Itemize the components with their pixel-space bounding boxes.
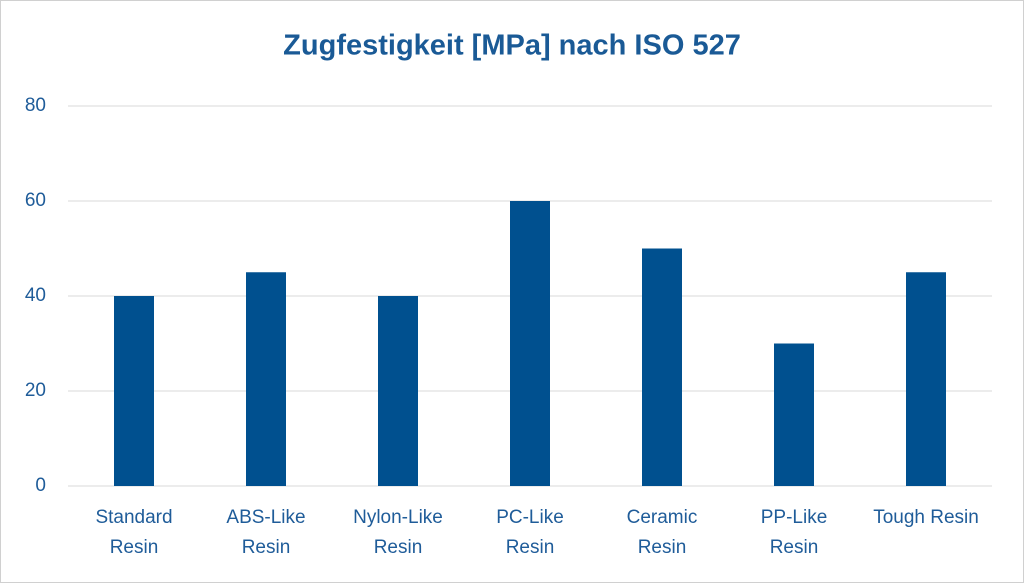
bar: [510, 201, 550, 486]
x-tick-label: Nylon-Like Resin: [353, 507, 443, 558]
x-tick-label: PC-Like Resin: [496, 507, 564, 558]
y-tick-label: 20: [25, 380, 46, 401]
bar: [774, 343, 814, 486]
bar: [642, 248, 682, 486]
x-tick-label: Standard Resin: [95, 507, 173, 558]
y-tick-label: 60: [25, 190, 46, 211]
y-tick-label: 0: [35, 475, 46, 496]
bar: [114, 296, 154, 486]
x-tick-label: Ceramic Resin: [626, 507, 698, 558]
chart-title: Zugfestigkeit [MPa] nach ISO 527: [283, 30, 741, 62]
bar: [906, 272, 946, 486]
x-tick-label: Tough Resin: [873, 507, 979, 528]
x-tick-label: ABS-Like Resin: [226, 507, 306, 558]
x-tick-label: PP-Like Resin: [760, 507, 828, 558]
y-tick-label: 40: [25, 285, 46, 306]
bar: [378, 296, 418, 486]
y-tick-label: 80: [25, 95, 46, 116]
bar: [246, 272, 286, 486]
